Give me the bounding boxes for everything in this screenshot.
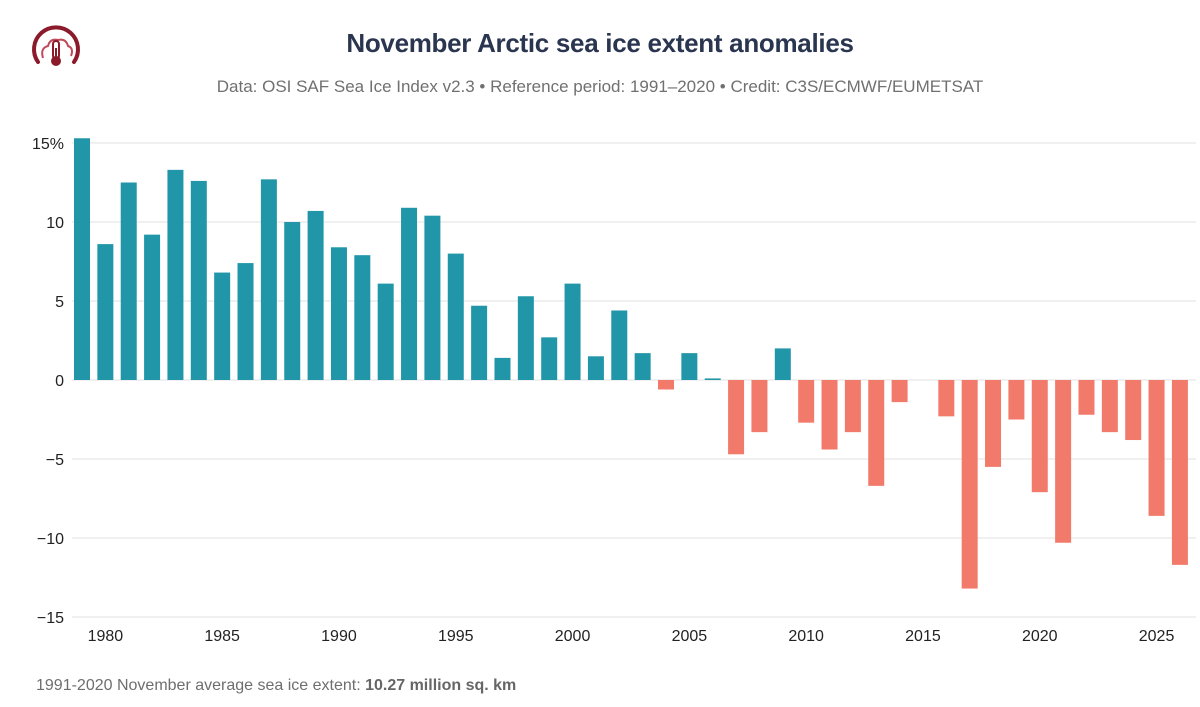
bar-chart: 15% 10 5 0 −5 −10 −15 1980 1985 1990 1995 2000 2005… xyxy=(32,136,1196,645)
x-tick-label: 2005 xyxy=(672,628,708,645)
bar-2021 xyxy=(1055,380,1072,543)
x-axis-labels: 1980 1985 1990 1995 2000 2005 2010 2015 2020 2025 xyxy=(88,628,1175,645)
bar-1991 xyxy=(354,255,371,380)
bar-2000 xyxy=(564,283,581,380)
bar-1983 xyxy=(167,169,184,380)
bar-1994 xyxy=(424,215,441,380)
bar-2025 xyxy=(1148,380,1165,516)
bar-2004 xyxy=(658,380,674,390)
bar-1986 xyxy=(237,263,254,380)
bar-1984 xyxy=(190,180,207,380)
thermometer-cloud-icon xyxy=(32,25,80,66)
bar-1979 xyxy=(74,138,90,380)
x-tick-label: 1980 xyxy=(88,628,124,645)
bars xyxy=(74,138,1188,589)
x-tick-label: 2025 xyxy=(1139,628,1175,645)
x-tick-label: 2020 xyxy=(1022,628,1058,645)
bar-2016 xyxy=(938,380,955,417)
bar-1996 xyxy=(471,305,488,380)
bar-2014 xyxy=(891,380,908,403)
bar-1981 xyxy=(120,182,137,380)
y-tick-label: 15% xyxy=(32,136,64,153)
bar-2023 xyxy=(1101,380,1118,433)
x-tick-label: 1990 xyxy=(321,628,357,645)
bar-1995 xyxy=(447,253,464,380)
bar-1998 xyxy=(517,296,534,380)
bar-1989 xyxy=(307,210,324,380)
bar-1993 xyxy=(401,207,418,380)
y-tick-label: 0 xyxy=(55,373,64,390)
footer-note: 1991-2020 November average sea ice exten… xyxy=(36,677,516,695)
x-tick-label: 1995 xyxy=(438,628,474,645)
bar-2003 xyxy=(634,353,651,380)
bar-1990 xyxy=(330,247,347,380)
chart-subtitle: Data: OSI SAF Sea Ice Index v2.3 • Refer… xyxy=(216,77,984,96)
bar-2008 xyxy=(751,380,768,433)
bar-1982 xyxy=(144,234,161,380)
bar-2010 xyxy=(798,380,815,423)
bar-2026 xyxy=(1171,380,1188,565)
y-tick-label: 10 xyxy=(46,215,64,232)
y-tick-label: −10 xyxy=(37,531,64,548)
x-tick-label: 1985 xyxy=(204,628,240,645)
y-tick-label: 5 xyxy=(55,294,64,311)
bar-2017 xyxy=(961,380,978,589)
bar-1997 xyxy=(494,357,511,380)
bar-1980 xyxy=(97,244,114,380)
y-tick-label: −15 xyxy=(37,610,64,627)
bar-2007 xyxy=(728,380,745,455)
bar-2001 xyxy=(587,356,604,380)
bar-2012 xyxy=(844,380,861,433)
bar-2002 xyxy=(611,310,628,380)
x-tick-label: 2015 xyxy=(905,628,941,645)
bar-2005 xyxy=(681,353,698,380)
bar-2020 xyxy=(1031,380,1048,493)
chart-title: November Arctic sea ice extent anomalies xyxy=(346,28,854,58)
bar-1987 xyxy=(260,179,277,380)
y-tick-label: −5 xyxy=(46,452,64,469)
bar-1988 xyxy=(284,222,301,380)
footer-value: 10.27 million sq. km xyxy=(365,677,517,694)
bar-2009 xyxy=(774,348,791,380)
bar-1985 xyxy=(214,272,231,380)
bar-2024 xyxy=(1125,380,1142,441)
bar-2006 xyxy=(704,378,721,380)
bar-2011 xyxy=(821,380,838,450)
x-tick-label: 2000 xyxy=(555,628,591,645)
bar-1999 xyxy=(541,337,558,380)
bar-2018 xyxy=(985,380,1002,467)
footer-label: 1991-2020 November average sea ice exten… xyxy=(36,677,366,694)
x-tick-label: 2010 xyxy=(788,628,824,645)
bar-2013 xyxy=(868,380,885,486)
bar-2022 xyxy=(1078,380,1095,415)
y-axis-labels: 15% 10 5 0 −5 −10 −15 xyxy=(32,136,64,627)
bar-2019 xyxy=(1008,380,1025,420)
bar-1992 xyxy=(377,283,394,380)
